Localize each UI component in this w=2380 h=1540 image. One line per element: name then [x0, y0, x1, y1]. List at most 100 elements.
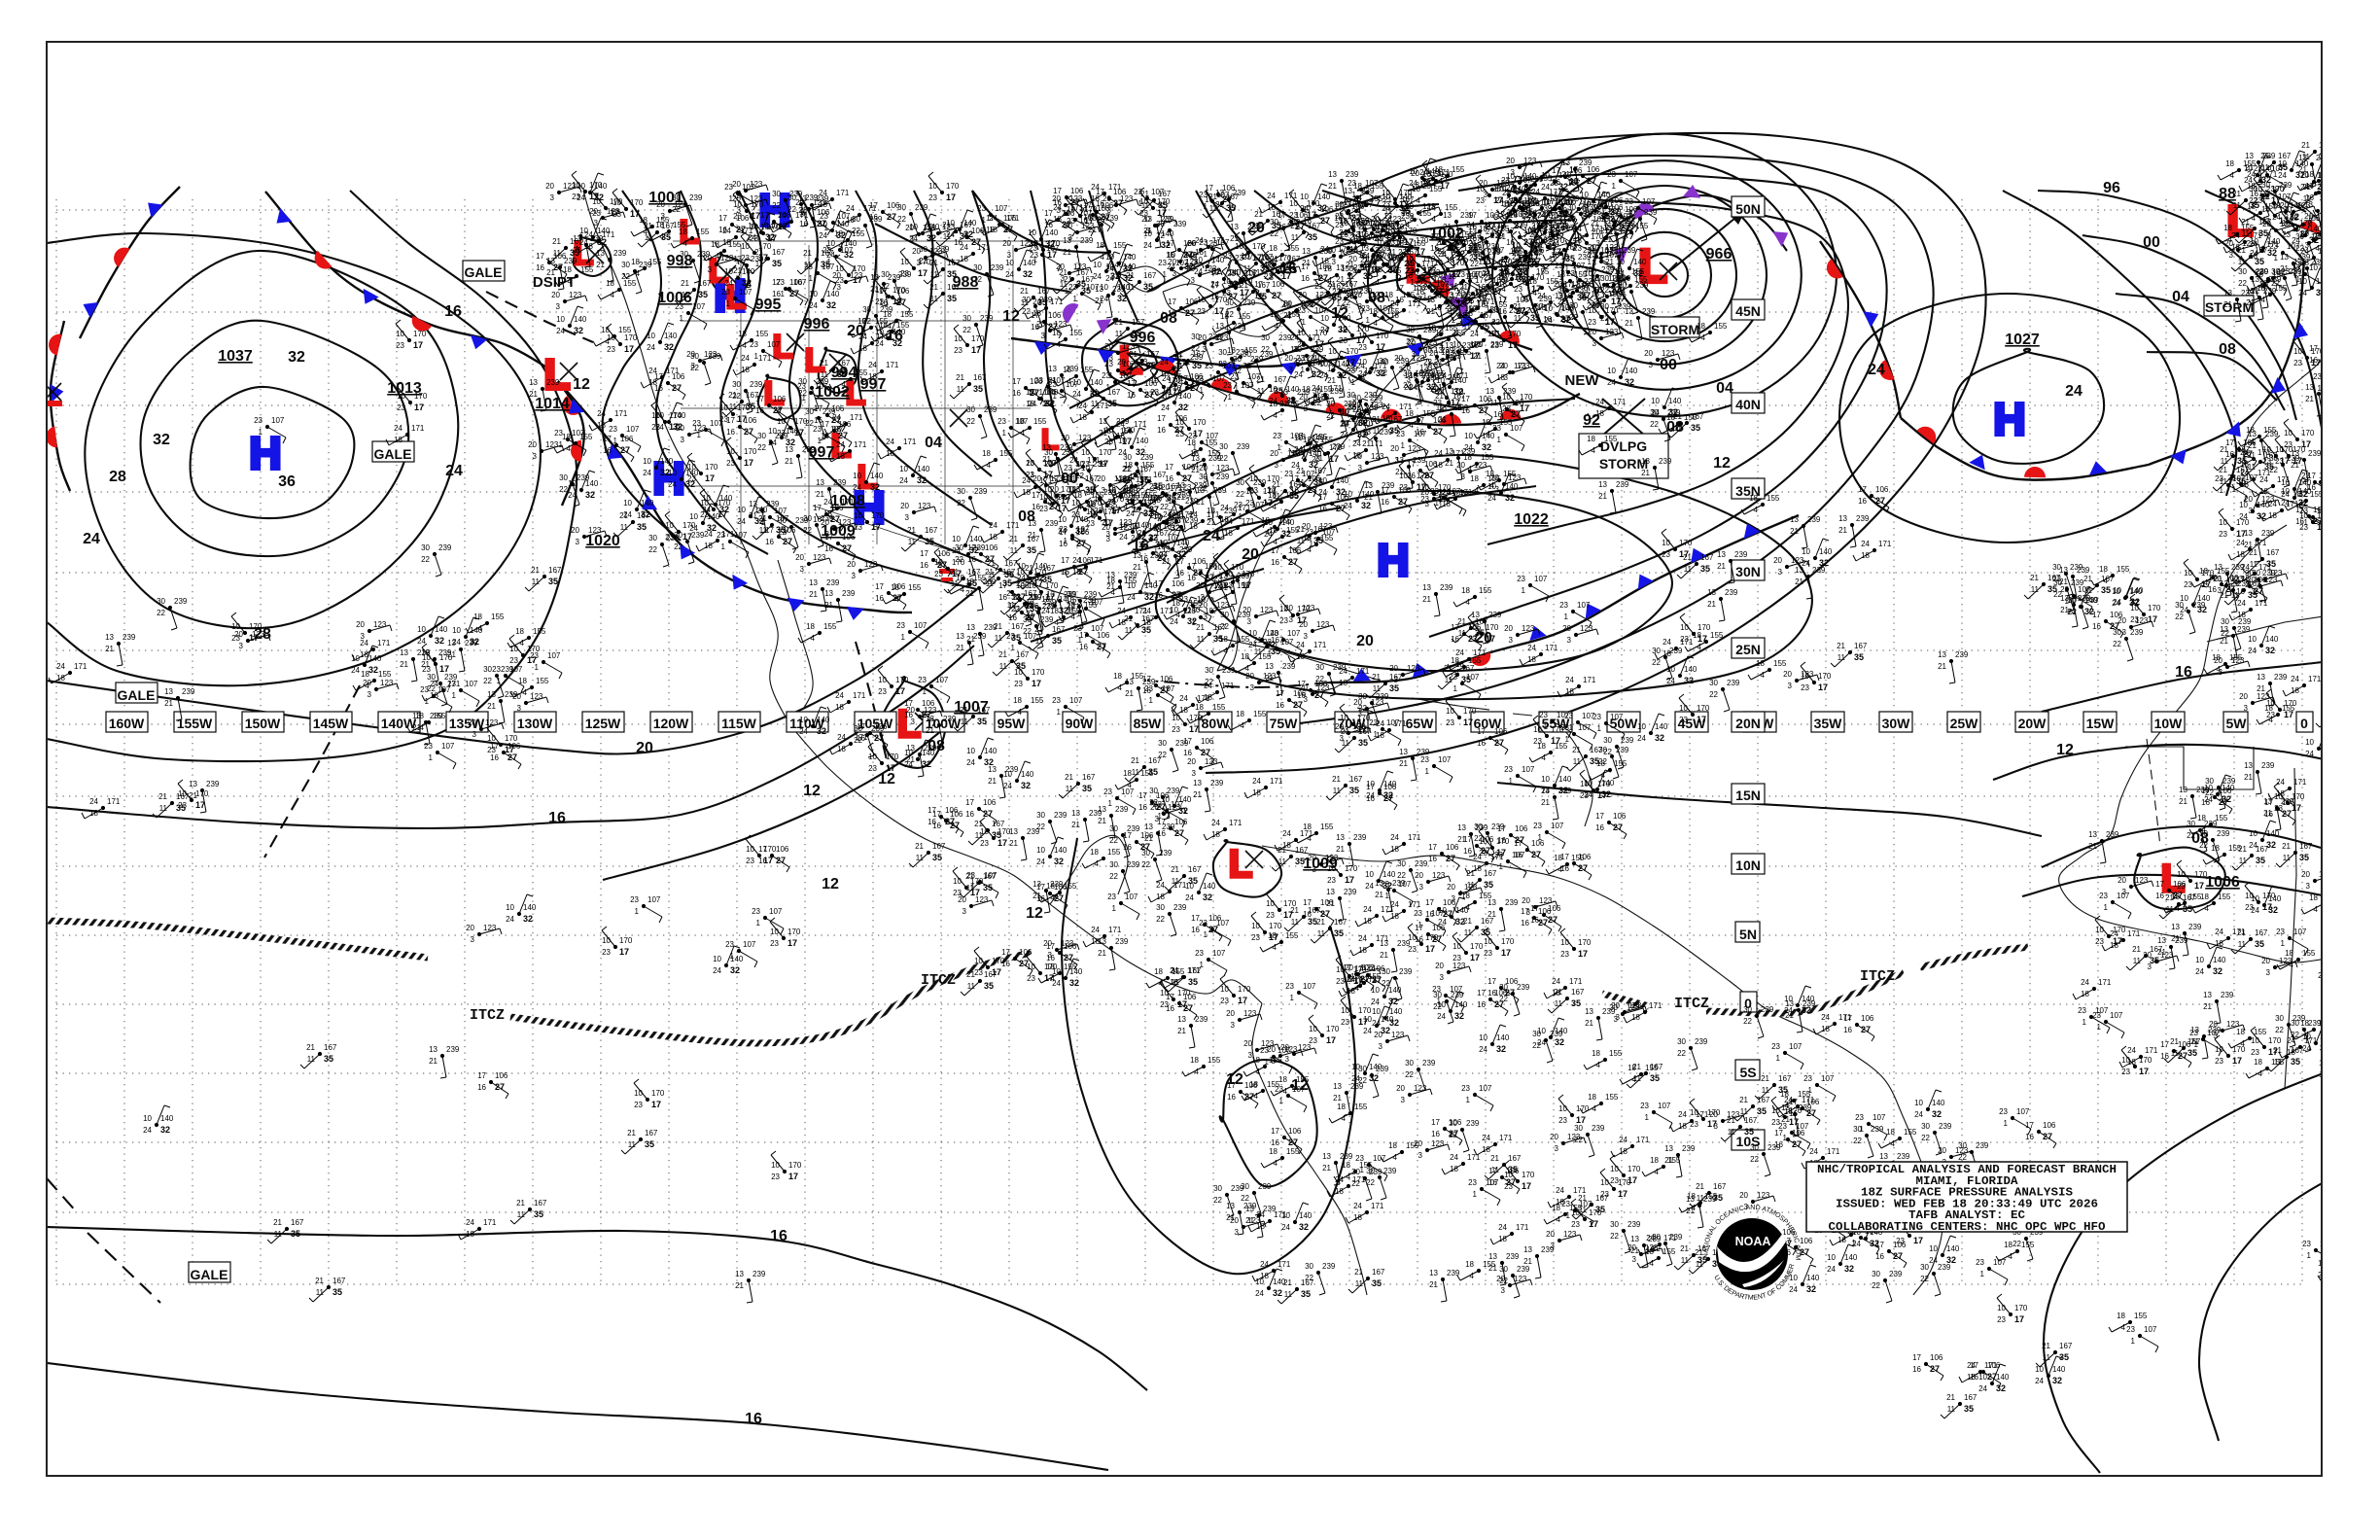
- svg-text:115W: 115W: [721, 716, 757, 731]
- svg-text:GALE: GALE: [118, 687, 156, 703]
- svg-text:30N: 30N: [1735, 564, 1761, 579]
- svg-text:155W: 155W: [177, 716, 213, 731]
- svg-text:24: 24: [1203, 528, 1220, 544]
- svg-text:12: 12: [573, 376, 590, 393]
- svg-text:16: 16: [745, 1411, 762, 1427]
- svg-text:65W: 65W: [1406, 716, 1435, 731]
- svg-text:32: 32: [153, 432, 170, 448]
- svg-text:30W: 30W: [1882, 716, 1911, 731]
- svg-text:1014: 1014: [535, 396, 570, 412]
- svg-text:18Z SURFACE PRESSURE ANALYSIS: 18Z SURFACE PRESSURE ANALYSIS: [1861, 1187, 2073, 1200]
- svg-text:20: 20: [636, 740, 653, 756]
- svg-text:36: 36: [278, 473, 296, 490]
- svg-text:GALE: GALE: [191, 1267, 228, 1282]
- svg-text:25W: 25W: [1950, 716, 1979, 731]
- svg-text:95W: 95W: [998, 716, 1027, 731]
- svg-text:16: 16: [444, 303, 462, 320]
- svg-text:40N: 40N: [1735, 397, 1761, 412]
- svg-text:90W: 90W: [1066, 716, 1095, 731]
- svg-text:08: 08: [2219, 341, 2236, 358]
- svg-text:1020: 1020: [585, 533, 620, 549]
- svg-text:00: 00: [2143, 234, 2160, 251]
- svg-text:130W: 130W: [517, 716, 553, 731]
- svg-text:15N: 15N: [1735, 788, 1761, 803]
- svg-text:STORM: STORM: [1599, 456, 1648, 472]
- svg-text:12: 12: [803, 783, 821, 799]
- svg-text:GALE: GALE: [465, 264, 503, 280]
- svg-text:24: 24: [445, 463, 463, 479]
- svg-text:5S: 5S: [1739, 1065, 1756, 1080]
- svg-text:75W: 75W: [1270, 716, 1299, 731]
- svg-text:96: 96: [2103, 180, 2120, 196]
- svg-text:28: 28: [109, 469, 126, 485]
- svg-text:20N: 20N: [1735, 716, 1761, 731]
- svg-text:L: L: [544, 351, 571, 399]
- svg-text:10W: 10W: [2154, 716, 2184, 731]
- svg-text:160W: 160W: [109, 716, 145, 731]
- svg-text:L: L: [773, 329, 793, 366]
- svg-text:12: 12: [822, 876, 839, 892]
- svg-text:16: 16: [2175, 664, 2192, 681]
- svg-text:45N: 45N: [1735, 303, 1761, 319]
- svg-text:NOAA: NOAA: [1735, 1235, 1771, 1248]
- svg-text:12: 12: [878, 771, 895, 788]
- svg-text:20: 20: [1242, 546, 1259, 563]
- svg-text:MIAMI, FLORIDA: MIAMI, FLORIDA: [1916, 1175, 2018, 1188]
- svg-text:H: H: [1377, 535, 1409, 585]
- svg-text:12: 12: [2056, 742, 2074, 758]
- svg-text:145W: 145W: [313, 716, 349, 731]
- svg-text:125W: 125W: [585, 716, 621, 731]
- svg-text:00: 00: [1660, 357, 1677, 373]
- svg-text:ITCZ: ITCZ: [921, 972, 956, 989]
- svg-text:DSIPT: DSIPT: [533, 274, 576, 291]
- svg-text:996: 996: [804, 316, 830, 332]
- svg-text:10N: 10N: [1735, 858, 1761, 873]
- svg-text:15W: 15W: [2086, 716, 2116, 731]
- svg-text:16: 16: [770, 1228, 788, 1244]
- svg-text:COLLABORATING CENTERS: NHC OPC: COLLABORATING CENTERS: NHC OPC WPC HFO: [1829, 1221, 2106, 1234]
- svg-text:ITCZ: ITCZ: [1674, 996, 1709, 1012]
- svg-text:1006: 1006: [2205, 874, 2240, 891]
- svg-text:STORM: STORM: [1651, 322, 1699, 337]
- svg-text:24: 24: [1868, 362, 1885, 378]
- svg-text:H: H: [249, 428, 281, 478]
- svg-text:5N: 5N: [1739, 927, 1757, 942]
- svg-text:120W: 120W: [653, 716, 689, 731]
- svg-text:20W: 20W: [2018, 716, 2048, 731]
- svg-text:04: 04: [1716, 380, 1733, 397]
- svg-text:12: 12: [1713, 455, 1731, 472]
- svg-text:ISSUED: WED FEB 18 20:33:49 UT: ISSUED: WED FEB 18 20:33:49 UTC 2026: [1836, 1198, 2098, 1210]
- svg-text:NHC/TROPICAL ANALYSIS AND FORE: NHC/TROPICAL ANALYSIS AND FORECAST BRANC…: [1817, 1164, 2117, 1176]
- svg-text:24: 24: [83, 531, 100, 547]
- svg-text:1037: 1037: [218, 348, 253, 365]
- svg-text:12: 12: [1002, 308, 1020, 325]
- svg-text:1022: 1022: [1514, 511, 1549, 528]
- svg-text:50N: 50N: [1735, 201, 1761, 217]
- svg-text:966: 966: [1706, 246, 1732, 262]
- svg-text:1027: 1027: [2005, 332, 2040, 348]
- svg-text:85W: 85W: [1134, 716, 1163, 731]
- svg-text:1013: 1013: [387, 380, 422, 397]
- svg-text:ITCZ: ITCZ: [1860, 968, 1895, 985]
- svg-text:12: 12: [1026, 905, 1043, 922]
- svg-text:24: 24: [2065, 383, 2082, 400]
- svg-text:25N: 25N: [1735, 642, 1761, 657]
- svg-text:L: L: [846, 375, 866, 412]
- svg-text:35W: 35W: [1814, 716, 1843, 731]
- svg-text:32: 32: [288, 349, 305, 366]
- svg-text:0: 0: [2300, 716, 2308, 731]
- svg-text:5W: 5W: [2226, 716, 2248, 731]
- svg-text:0: 0: [1744, 996, 1752, 1011]
- svg-text:16: 16: [548, 810, 566, 826]
- svg-text:04: 04: [925, 435, 942, 451]
- svg-text:H: H: [1993, 394, 2025, 444]
- svg-text:NEW: NEW: [1565, 372, 1600, 389]
- svg-text:TAFB ANALYST: EC: TAFB ANALYST: EC: [1908, 1209, 2025, 1222]
- svg-text:80W: 80W: [1202, 716, 1231, 731]
- svg-text:150W: 150W: [245, 716, 281, 731]
- svg-text:GALE: GALE: [374, 446, 412, 462]
- svg-text:ITCZ: ITCZ: [470, 1007, 505, 1024]
- svg-text:995: 995: [755, 297, 782, 313]
- svg-text:04: 04: [2172, 289, 2189, 305]
- svg-text:140W: 140W: [381, 716, 417, 731]
